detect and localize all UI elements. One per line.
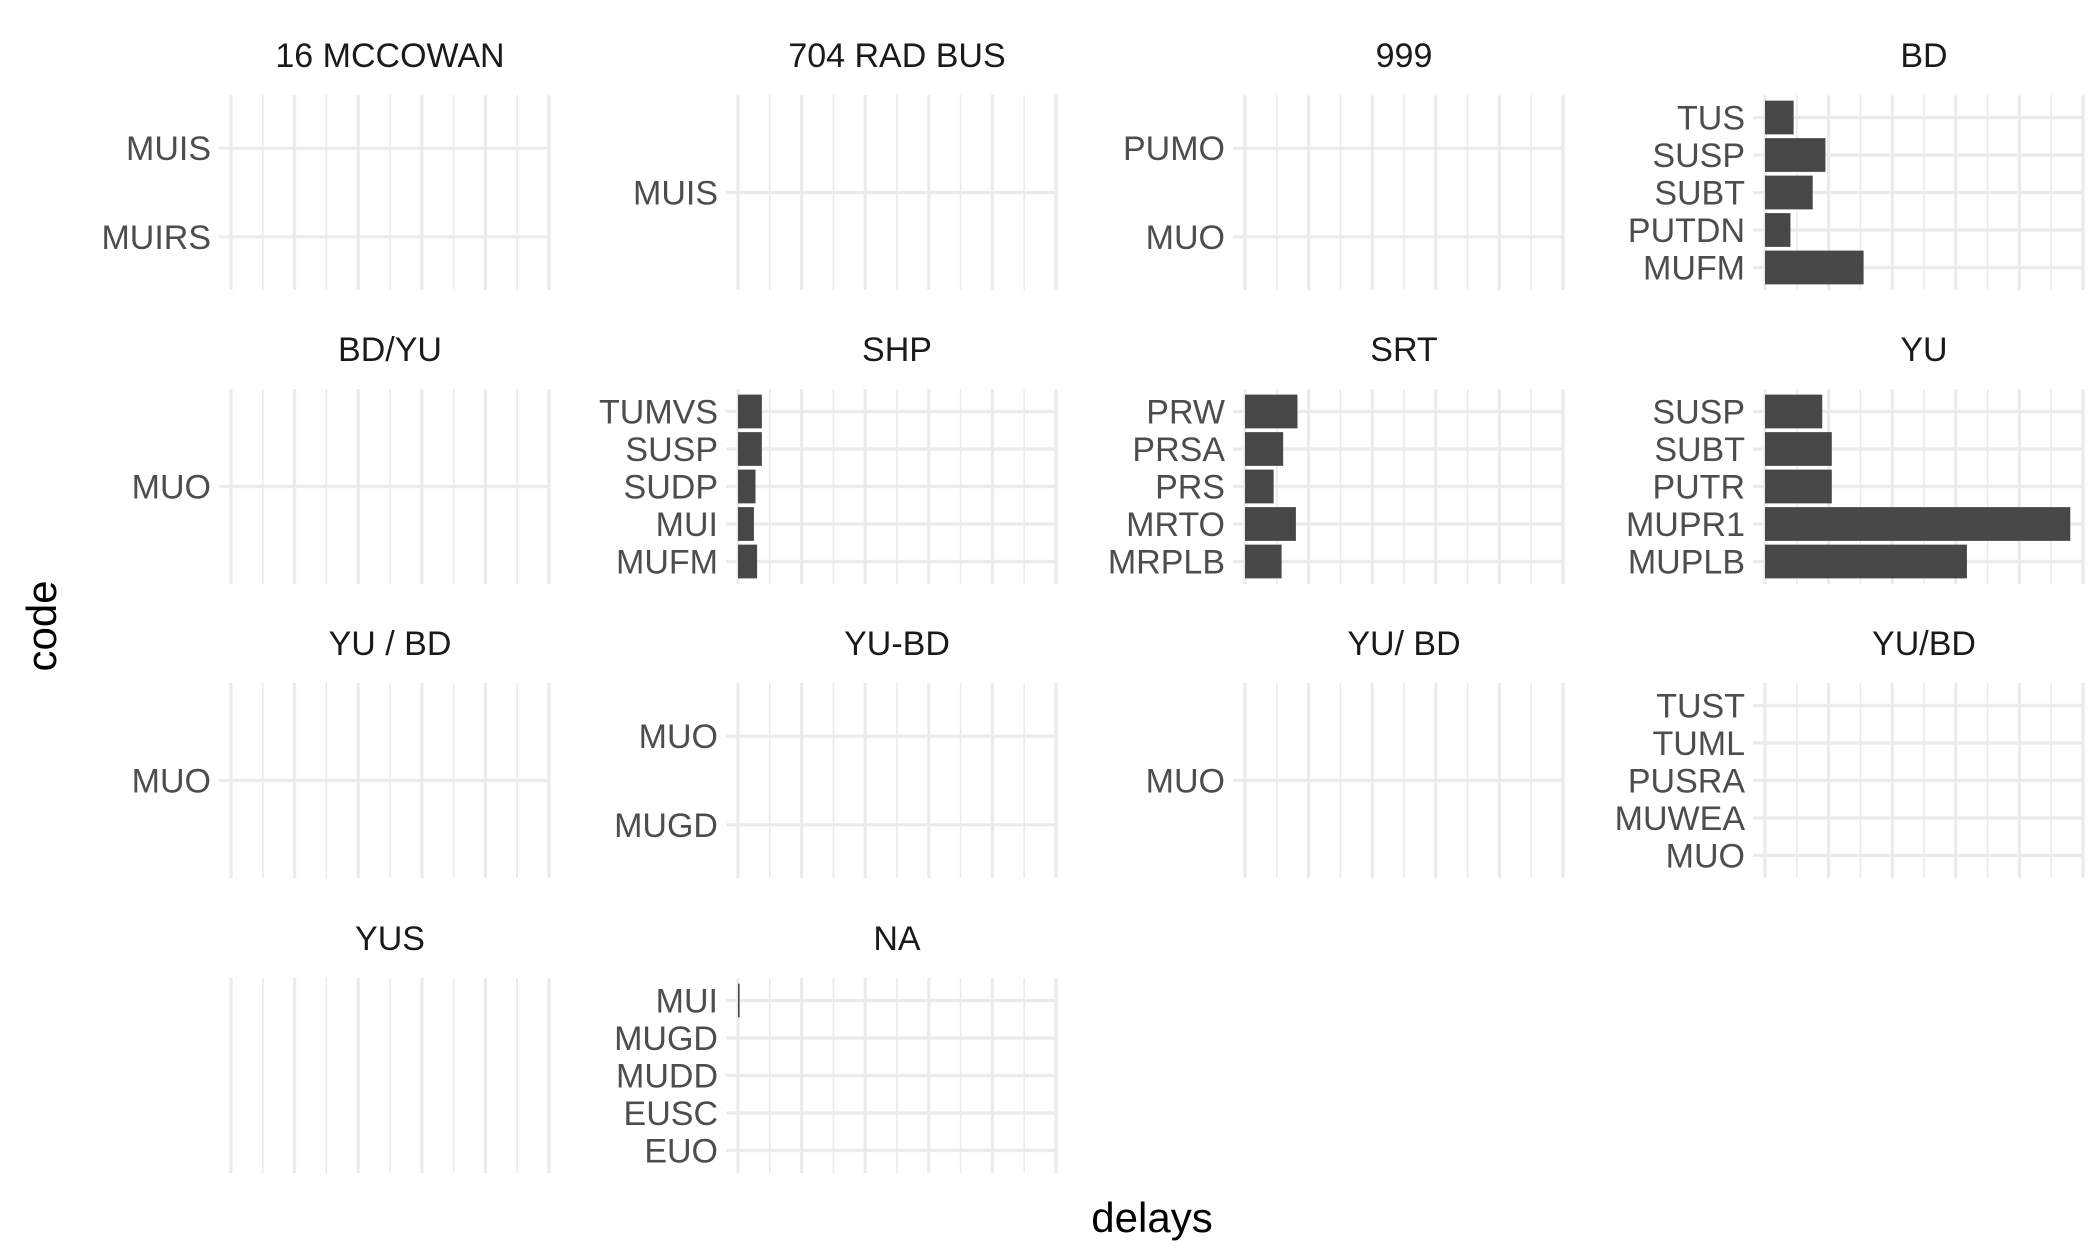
- bar: [1765, 175, 1813, 210]
- bar: [1765, 507, 2071, 541]
- y-tick-label: SUSP: [625, 431, 718, 469]
- facet-strip-label: 16 MCCOWAN: [275, 37, 504, 75]
- x-axis-title: delays: [1091, 1194, 1212, 1241]
- bar: [1245, 432, 1284, 466]
- bar: [738, 507, 754, 541]
- y-tick-label: MUGD: [614, 807, 718, 845]
- y-tick-label: PUSRA: [1628, 763, 1745, 801]
- facet-strip-label: 704 RAD BUS: [788, 37, 1005, 75]
- facet-panel: YUS: [229, 920, 551, 1173]
- y-tick-label: MUO: [1146, 219, 1225, 257]
- bar: [738, 983, 740, 1018]
- facet-strip-label: YU / BD: [329, 625, 452, 663]
- facet-panel: YU / BD MUO: [132, 625, 551, 878]
- y-tick-label: PRSA: [1132, 431, 1225, 469]
- y-tick-label: SUSP: [1652, 137, 1745, 175]
- y-tick-label: EUO: [644, 1133, 718, 1171]
- bar: [1765, 138, 1826, 172]
- y-tick-label: MUGD: [614, 1020, 718, 1058]
- bar: [1765, 213, 1791, 247]
- y-tick-label: PUTR: [1652, 469, 1745, 507]
- facet-strip-label: 999: [1376, 37, 1433, 75]
- bar: [1765, 394, 1823, 429]
- y-tick-label: MUO: [1666, 838, 1745, 876]
- facet-strip-label: YU: [1900, 331, 1947, 369]
- y-tick-label: TUS: [1677, 100, 1745, 138]
- y-tick-label: PUMO: [1123, 130, 1225, 168]
- y-tick-label: PRS: [1155, 469, 1225, 507]
- y-axis-title: code: [18, 580, 65, 671]
- y-tick-label: MUIS: [633, 175, 718, 213]
- bar: [1245, 469, 1274, 504]
- y-tick-label: MUDD: [616, 1058, 718, 1096]
- facet-strip-label: YU/BD: [1872, 625, 1976, 663]
- facet-panel: YU-BD MUGD MUO: [614, 625, 1058, 878]
- y-tick-label: MRTO: [1126, 506, 1225, 544]
- facet-strip-label: YUS: [355, 920, 425, 958]
- y-tick-label: MUO: [132, 469, 211, 507]
- facet-panel: YU/ BD MUO: [1146, 625, 1565, 878]
- facet-panel: 16 MCCOWAN MUIRS MUIS: [101, 37, 551, 290]
- bar: [738, 469, 756, 504]
- facet-strip-label: BD: [1900, 37, 1947, 75]
- facet-strip-label: SRT: [1370, 331, 1437, 369]
- bar: [1765, 250, 1864, 285]
- bar: [1245, 544, 1282, 579]
- y-tick-label: MUWEA: [1615, 800, 1746, 838]
- y-tick-label: PRW: [1146, 394, 1225, 432]
- facet-strip-label: YU/ BD: [1347, 625, 1460, 663]
- y-tick-label: MUI: [656, 506, 718, 544]
- facet-strip-label: NA: [873, 920, 921, 958]
- bar: [1765, 432, 1832, 466]
- bar: [1245, 394, 1298, 429]
- y-tick-label: MUPR1: [1626, 506, 1745, 544]
- facet-panel: BD/YU MUO: [132, 331, 551, 584]
- y-tick-label: MUIRS: [101, 219, 211, 257]
- bar: [738, 394, 762, 429]
- y-tick-label: MUPLB: [1628, 544, 1745, 582]
- y-tick-label: MUIS: [126, 130, 211, 168]
- y-tick-label: SUBT: [1654, 431, 1745, 469]
- y-tick-label: MUFM: [616, 544, 718, 582]
- bar: [1245, 507, 1296, 541]
- facet-strip-label: YU-BD: [844, 625, 950, 663]
- y-tick-label: MUO: [639, 718, 718, 756]
- y-tick-label: TUST: [1656, 688, 1745, 726]
- y-tick-label: SUDP: [624, 469, 718, 507]
- y-tick-label: MUO: [1146, 763, 1225, 801]
- y-tick-label: SUSP: [1652, 394, 1745, 432]
- y-tick-label: MUFM: [1643, 250, 1745, 288]
- facet-panel: 999 MUO PUMO: [1123, 37, 1565, 290]
- y-tick-label: TUML: [1652, 725, 1745, 763]
- y-tick-label: MUO: [132, 763, 211, 801]
- facet-strip-label: BD/YU: [338, 331, 442, 369]
- facet-panel: 704 RAD BUS MUIS: [633, 37, 1058, 290]
- bar: [738, 432, 762, 466]
- bar: [1765, 469, 1832, 504]
- y-tick-label: PUTDN: [1628, 212, 1745, 250]
- bar: [1765, 544, 1967, 579]
- y-tick-label: MUI: [656, 983, 718, 1021]
- facet-strip-label: SHP: [862, 331, 932, 369]
- bar: [1765, 100, 1794, 135]
- y-tick-label: MRPLB: [1108, 544, 1225, 582]
- y-tick-label: SUBT: [1654, 175, 1745, 213]
- bar: [738, 544, 758, 579]
- y-tick-label: TUMVS: [599, 394, 718, 432]
- y-tick-label: EUSC: [624, 1095, 718, 1133]
- facet-panels: 16 MCCOWAN MUIRS MUIS 704 RAD BUS MUIS 999 MUO…: [101, 37, 2085, 1173]
